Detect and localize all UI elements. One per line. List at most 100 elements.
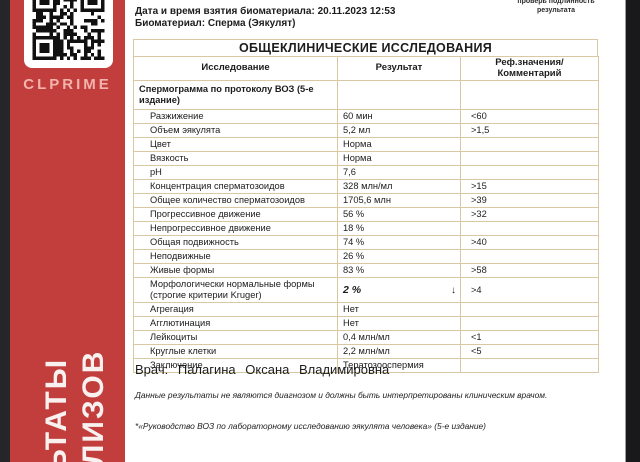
table-row: Концентрация сперматозоидов 328 млн/мл >15	[133, 179, 599, 194]
row-study-name: pH	[133, 165, 338, 180]
row-reference-value	[460, 165, 599, 180]
row-study-name: Общее количество сперматозоидов	[133, 193, 338, 208]
row-reference-value: >40	[460, 235, 599, 250]
row-result-value: 328 млн/мл	[337, 179, 461, 194]
row-reference-value: >4	[460, 277, 599, 303]
row-reference-value: <5	[460, 344, 599, 359]
row-reference-value	[460, 302, 599, 317]
row-result-value: 18 %	[337, 221, 461, 236]
group-header-row: Спермограмма по протоколу ВОЗ (5-е издан…	[133, 80, 599, 110]
collection-datetime-label: Дата и время взятия биоматериала:	[135, 6, 315, 17]
arrow-down-icon: ↓	[451, 284, 456, 296]
row-reference-value: >15	[460, 179, 599, 194]
row-result-value: 1705,6 млн	[337, 193, 461, 208]
column-header-ref: Реф.значения/ Комментарий	[460, 56, 599, 81]
column-header-ref-line2: Комментарий	[497, 67, 562, 79]
row-study-name: Агрегация	[133, 302, 338, 317]
column-header-study: Исследование	[133, 56, 338, 81]
table-row: Морфологически нормальные формы (строгие…	[133, 277, 599, 303]
table-row: Агглютинация Нет	[133, 316, 599, 331]
reference-note: *«Руководство ВОЗ по лабораторному иссле…	[135, 421, 486, 431]
row-study-name: Круглые клетки	[133, 344, 338, 359]
row-result-value: 56 %	[337, 207, 461, 222]
row-reference-value: >32	[460, 207, 599, 222]
row-study-name: Объем эякулята	[133, 123, 338, 138]
verify-line2: результата	[536, 7, 576, 14]
table-row: Прогрессивное движение 56 % >32	[133, 207, 599, 222]
left-edge-strip	[0, 0, 10, 462]
verify-authenticity-note: проверь подлинность результата	[507, 0, 605, 15]
verify-line1: проверь подлинность	[517, 0, 595, 5]
document-page: проверь подлинность результата Дата и вр…	[125, 0, 625, 462]
vertical-banner-line2: АНАЛИЗОВ	[77, 349, 110, 462]
group-header-label: Спермограмма по протоколу ВОЗ (5-е издан…	[133, 80, 338, 110]
table-row: Непрогрессивное движение 18 %	[133, 221, 599, 236]
table-row: Круглые клетки 2,2 млн/мл <5	[133, 344, 599, 359]
disclaimer: Данные результаты не являются диагнозом …	[135, 390, 548, 400]
biomaterial-value: Сперма (Эякулят)	[207, 18, 296, 29]
results-table: Исследование Результат Реф.значения/ Ком…	[133, 56, 599, 373]
row-reference-value	[460, 151, 599, 166]
column-header-ref-line1: Реф.значения/	[495, 57, 564, 68]
row-reference-value	[460, 137, 599, 152]
row-study-name: Непрогрессивное движение	[133, 221, 338, 236]
table-row: Объем эякулята 5,2 мл >1,5	[133, 123, 599, 138]
row-reference-value: <1	[460, 330, 599, 345]
row-reference-value: >1,5	[460, 123, 599, 138]
table-row: Общая подвижность 74 % >40	[133, 235, 599, 250]
doctor-label: Врач:	[135, 362, 169, 377]
row-result-value: 5,2 мл	[337, 123, 461, 138]
row-result-value: Норма	[337, 151, 461, 166]
row-study-name: Вязкость	[133, 151, 338, 166]
table-row: Агрегация Нет	[133, 302, 599, 317]
row-study-name: Общая подвижность	[133, 235, 338, 250]
table-header-row: Исследование Результат Реф.значения/ Ком…	[133, 56, 599, 81]
row-study-name: Морфологически нормальные формы (строгие…	[133, 277, 338, 303]
row-result-value: Норма	[337, 137, 461, 152]
row-study-name: Живые формы	[133, 263, 338, 278]
row-study-name: Концентрация сперматозоидов	[133, 179, 338, 194]
row-reference-value	[460, 249, 599, 264]
results-table-body: Спермограмма по протоколу ВОЗ (5-е издан…	[133, 80, 599, 373]
row-study-name: Разжижение	[133, 109, 338, 124]
row-study-name: Лейкоциты	[133, 330, 338, 345]
qr-code	[24, 0, 113, 68]
table-row: Лейкоциты 0,4 млн/мл <1	[133, 330, 599, 345]
row-reference-value: <60	[460, 109, 599, 124]
brand-logo: CLPRIME	[23, 76, 112, 93]
table-row: Цвет Норма	[133, 137, 599, 152]
row-reference-value	[460, 316, 599, 331]
table-row: Заключение Тератозооспермия	[133, 358, 599, 373]
table-row: Живые формы 83 % >58	[133, 263, 599, 278]
collection-datetime: Дата и время взятия биоматериала: 20.11.…	[135, 6, 395, 17]
table-row: Разжижение 60 мин <60	[133, 109, 599, 124]
row-result-value: 7,6	[337, 165, 461, 180]
row-result-value: 2,2 млн/мл	[337, 344, 461, 359]
vertical-banner-line1: РЕЗУЛЬТАТЫ	[40, 358, 74, 462]
row-result-value: 26 %	[337, 249, 461, 264]
row-result-value: Нет	[337, 316, 461, 331]
sidebar: CLPRIME РЕЗУЛЬТАТЫ АНАЛИЗОВ	[10, 0, 125, 462]
report-title: ОБЩЕКЛИНИЧЕСКИЕ ИССЛЕДОВАНИЯ	[133, 39, 598, 57]
row-result-value: 83 %	[337, 263, 461, 278]
row-result-value: 74 %	[337, 235, 461, 250]
doctor-name: Палагина Оксана Владимировна	[177, 362, 390, 377]
row-study-name: Неподвижные	[133, 249, 338, 264]
biomaterial: Биоматериал: Сперма (Эякулят)	[135, 18, 295, 29]
table-row: Общее количество сперматозоидов 1705,6 мл…	[133, 193, 599, 208]
doctor-line: Врач: Палагина Оксана Владимировна	[135, 362, 389, 377]
row-reference-value: >58	[460, 263, 599, 278]
collection-datetime-value: 20.11.2023 12:53	[317, 6, 396, 17]
row-reference-value	[460, 358, 599, 373]
row-reference-value	[460, 221, 599, 236]
row-result-value: Нет	[337, 302, 461, 317]
row-study-name: Прогрессивное движение	[133, 207, 338, 222]
table-row: pH 7,6	[133, 165, 599, 180]
row-result-value: ↓ 2 %	[337, 277, 461, 303]
row-result-value: 60 мин	[337, 109, 461, 124]
column-header-result: Результат	[337, 56, 461, 81]
right-edge-strip	[625, 0, 640, 462]
table-row: Вязкость Норма	[133, 151, 599, 166]
row-result-value: 0,4 млн/мл	[337, 330, 461, 345]
